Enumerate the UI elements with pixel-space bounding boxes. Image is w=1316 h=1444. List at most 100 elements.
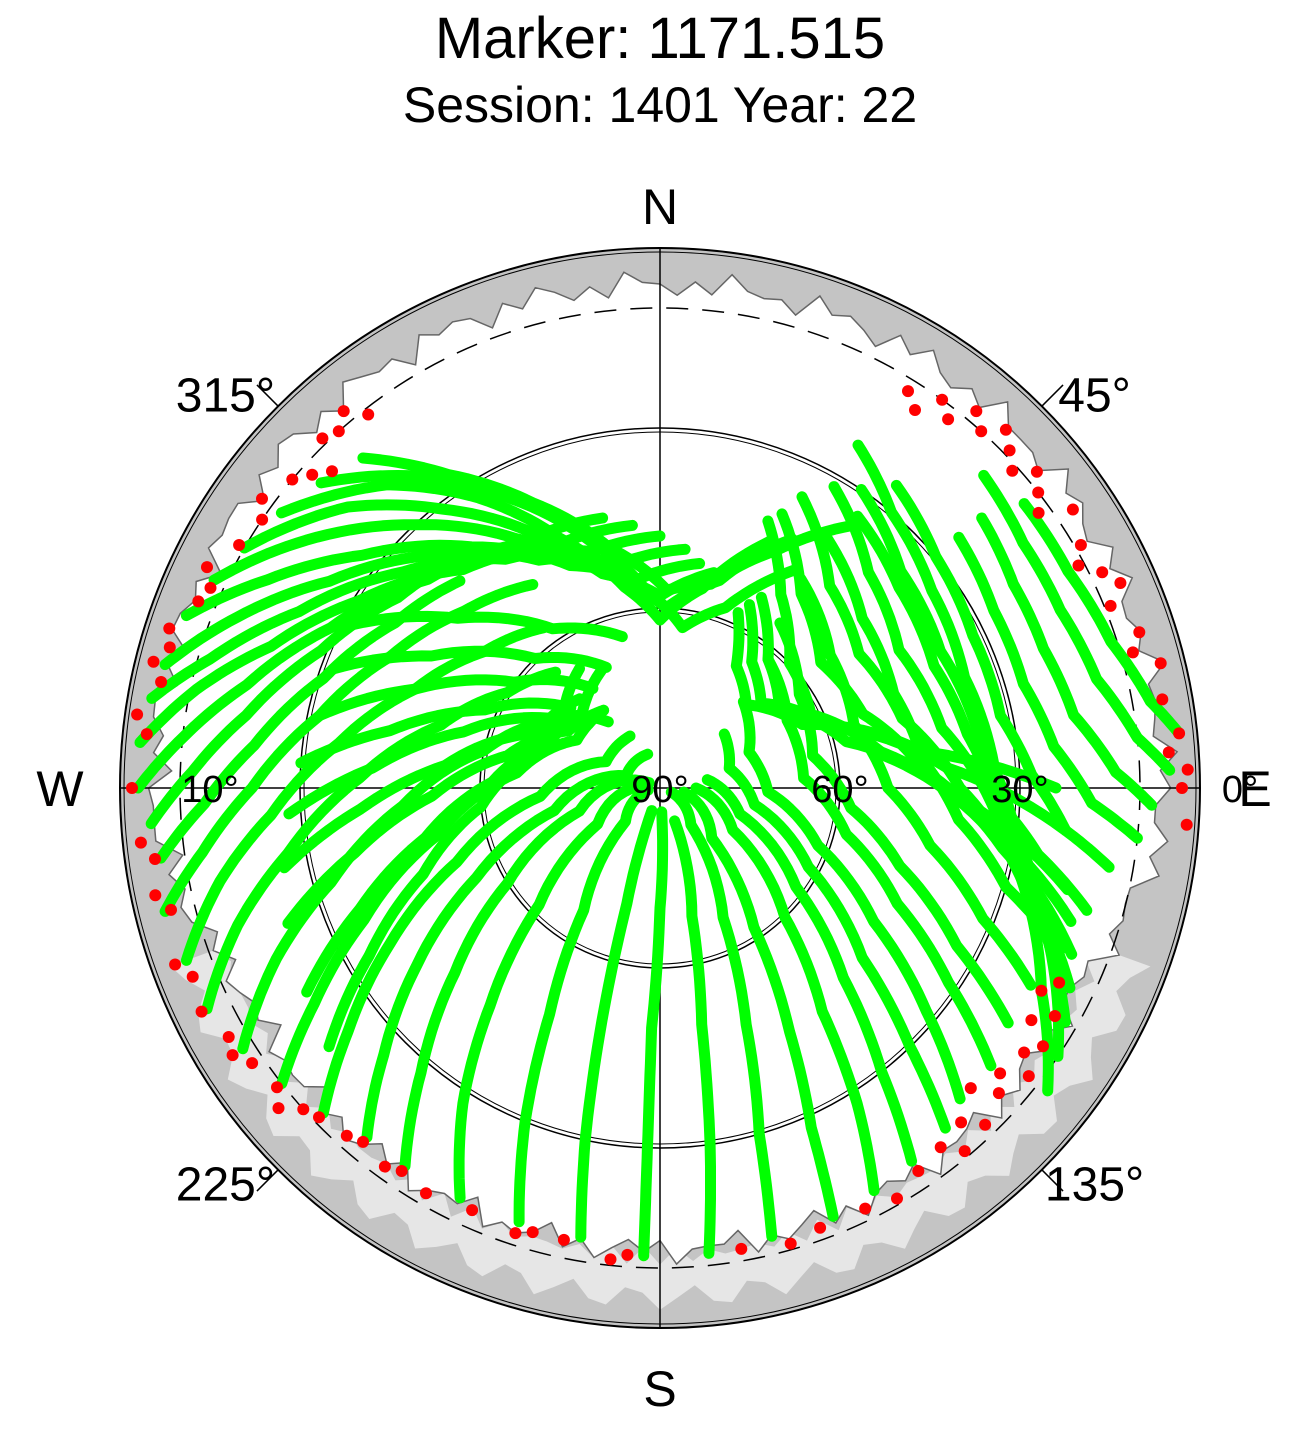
rejected-point-58 (1074, 539, 1087, 551)
rejected-point-6 (326, 465, 338, 478)
rejected-point-13 (163, 622, 176, 635)
rejected-point-71 (1180, 818, 1193, 831)
track-20 (453, 780, 654, 1204)
rejected-point-81 (964, 1082, 977, 1095)
rejected-point-34 (340, 1129, 353, 1142)
rejected-point-50 (942, 413, 955, 426)
azimuth-tick-135 (1041, 1169, 1064, 1192)
track-54 (283, 710, 614, 820)
rejected-point-46 (975, 425, 988, 438)
rejected-point-63 (1133, 626, 1146, 639)
rejected-point-49 (1006, 464, 1019, 477)
track-49 (730, 607, 1062, 794)
satellite-tracks (132, 439, 1185, 1262)
rejected-point-72 (1053, 976, 1066, 989)
elevation-label-10-west: 10° (181, 769, 238, 811)
rejected-point-15 (147, 655, 160, 668)
track-48 (743, 599, 1072, 837)
rejected-point-53 (902, 385, 914, 398)
rejected-point-16 (155, 676, 168, 688)
rejected-point-90 (784, 1237, 797, 1250)
track-16 (276, 704, 610, 1089)
rejected-point-22 (149, 889, 162, 902)
rejected-point-0 (332, 425, 345, 438)
track-30 (737, 696, 966, 1105)
rejected-point-31 (272, 1102, 285, 1115)
track-9 (132, 512, 609, 794)
rejected-point-47 (999, 423, 1012, 436)
rejected-point-28 (226, 1049, 239, 1062)
rejected-point-41 (526, 1226, 539, 1239)
rejected-point-29 (246, 1057, 259, 1070)
track-6 (159, 543, 691, 671)
track-53 (278, 717, 595, 874)
rejected-point-30 (271, 1081, 283, 1094)
rejected-point-70 (1176, 782, 1188, 794)
rejected-point-26 (195, 1005, 208, 1018)
elevation-label-0: 0° (1222, 769, 1258, 811)
elevation-label-90: 90° (631, 769, 688, 811)
rejected-point-73 (1035, 984, 1048, 997)
rejected-point-64 (1126, 646, 1139, 659)
rejected-point-18 (140, 728, 153, 741)
west-label: W (36, 761, 84, 817)
track-29 (718, 728, 951, 1134)
track-17 (317, 730, 636, 1119)
rejected-point-9 (233, 539, 246, 551)
track-7 (146, 530, 666, 704)
track-8 (134, 519, 638, 748)
rejected-point-74 (1048, 1010, 1061, 1022)
azimuth-label-135: 135° (1045, 1159, 1144, 1212)
rejected-point-45 (970, 405, 983, 418)
track-40 (1018, 498, 1185, 739)
rejected-point-3 (316, 432, 329, 445)
rejected-point-76 (1037, 1040, 1049, 1053)
rejected-point-8 (256, 513, 269, 526)
track-4 (357, 452, 856, 596)
rejected-point-32 (297, 1103, 310, 1116)
rejected-point-84 (958, 1145, 971, 1158)
axis-labels: N S E W 45° 135° 225° 315° 0° 30° 60° 90… (36, 179, 1271, 1417)
rejected-point-21 (149, 853, 161, 865)
rejected-point-85 (934, 1141, 947, 1154)
rejected-point-52 (909, 404, 921, 416)
rejected-point-40 (509, 1227, 522, 1240)
east-label: E (1238, 761, 1271, 817)
north-label: N (642, 179, 678, 235)
rejected-point-12 (192, 595, 205, 608)
rejected-point-17 (131, 708, 144, 721)
rejected-point-56 (1032, 506, 1045, 519)
rejected-point-35 (357, 1135, 369, 1148)
track-27 (690, 782, 880, 1197)
rejected-point-51 (936, 393, 949, 406)
track-24 (669, 815, 716, 1259)
rejected-point-27 (222, 1031, 235, 1043)
track-19 (399, 774, 655, 1172)
azimuth-tick-225 (256, 1169, 279, 1192)
track-45 (776, 508, 1078, 960)
rejected-point-60 (1096, 566, 1109, 579)
track-28 (701, 774, 918, 1167)
mask-lobe (170, 950, 1151, 1310)
rejected-point-87 (891, 1192, 903, 1205)
rejected-point-55 (1032, 486, 1045, 499)
rejected-point-1 (337, 405, 350, 418)
rejected-point-78 (1022, 1070, 1035, 1083)
rejected-point-75 (1025, 1014, 1038, 1027)
rejected-point-33 (313, 1111, 325, 1124)
rejected-point-69 (1181, 763, 1194, 776)
elevation-label-60: 60° (811, 769, 868, 811)
rejected-point-20 (134, 836, 147, 849)
track-58 (347, 610, 628, 643)
rejected-point-48 (1003, 444, 1016, 457)
azimuth-tick-45 (1041, 384, 1064, 407)
rejected-point-19 (126, 782, 138, 794)
rejected-point-77 (1018, 1046, 1031, 1059)
track-21 (513, 784, 654, 1228)
elevation-label-30: 30° (991, 769, 1048, 811)
rejected-point-89 (814, 1221, 827, 1234)
track-38 (976, 512, 1158, 811)
rejected-point-59 (1072, 559, 1085, 572)
track-37 (953, 531, 1143, 844)
